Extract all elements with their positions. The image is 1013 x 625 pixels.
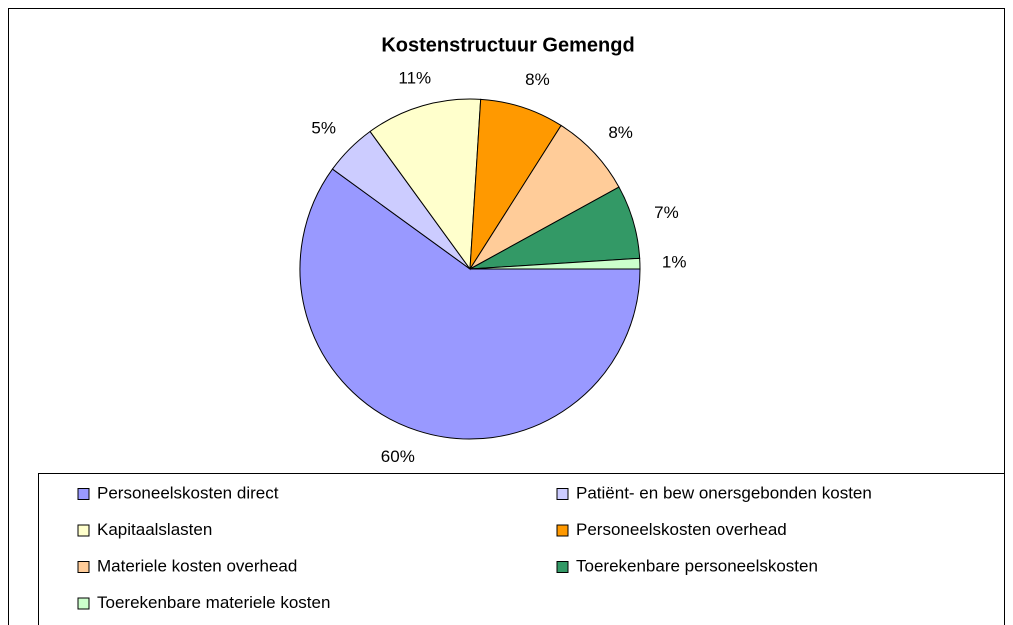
data-label: 60%: [381, 447, 415, 466]
legend-swatch: [77, 597, 90, 610]
legend-swatch: [556, 524, 569, 537]
legend-label: Patiënt- en bew onersgebonden kosten: [576, 483, 872, 502]
legend-swatch: [77, 524, 90, 537]
data-label: 7%: [654, 203, 679, 222]
legend-swatch: [556, 488, 569, 500]
legend-label: Toerekenbare personeelskosten: [576, 556, 818, 575]
legend-label: Personeelskosten direct: [97, 483, 279, 502]
pie-slice: [299, 168, 641, 440]
pie-slice: [469, 257, 641, 270]
legend-box: [38, 473, 1005, 625]
legend-label: Materiele kosten overhead: [97, 556, 297, 575]
data-label: 11%: [398, 68, 431, 87]
data-label: 8%: [525, 70, 550, 89]
legend-label: Personeelskosten overhead: [576, 520, 787, 539]
data-label: 1%: [662, 252, 687, 271]
data-label: 8%: [608, 123, 633, 142]
legend-label: Kapitaalslasten: [97, 520, 212, 539]
legend-swatch: [77, 488, 90, 500]
pie-slice: [369, 98, 482, 271]
legend-label: Toerekenbare materiele kosten: [97, 593, 330, 612]
data-label: 5%: [311, 118, 336, 137]
legend-swatch: [77, 561, 90, 573]
chart-title: Kostenstructuur Gemengd: [381, 34, 634, 56]
legend-swatch: [556, 561, 569, 573]
